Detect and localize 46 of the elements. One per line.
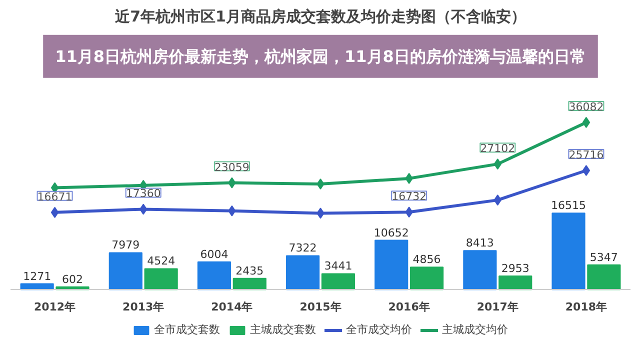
bar [410, 266, 444, 290]
data-label: 1271 [23, 270, 52, 283]
legend-label: 主城成交套数 [250, 322, 316, 337]
data-label: 2435 [236, 264, 264, 278]
text: 11月8日杭州房价最新走势，杭州家园，11月8日的房价涟漪与温馨的日常 [55, 46, 586, 66]
bar [321, 273, 356, 290]
bar [374, 240, 408, 290]
data-label: 4524 [147, 254, 176, 268]
data-label: 4856 [412, 253, 441, 266]
x-tick-label: 2015年 [300, 300, 342, 314]
bar [197, 261, 232, 290]
x-tick-label: 2014年 [211, 300, 253, 314]
x-tick-label: 2017年 [476, 300, 518, 314]
data-label: 10652 [374, 226, 409, 240]
bar [463, 250, 497, 290]
data-label: 2953 [501, 262, 530, 275]
data-label: 36082 [568, 100, 604, 114]
data-label: 16671 [37, 190, 72, 204]
chart-title: 近7年杭州市区1月商品房成交套数及均价走势图（不含临安） [114, 8, 526, 26]
x-tick-label: 2012年 [34, 300, 76, 314]
data-label: 3441 [324, 260, 352, 273]
legend-label: 全市成交均价 [346, 322, 412, 337]
data-label: 7322 [288, 242, 317, 255]
x-tick-label: 2018年 [565, 300, 608, 314]
bar [552, 212, 586, 290]
bar [144, 268, 178, 290]
point [582, 165, 590, 176]
bar [286, 255, 320, 290]
x-tick-label: 2013年 [122, 300, 164, 314]
data-label: 7979 [112, 238, 140, 252]
data-label: 5347 [590, 250, 618, 264]
data-label: 602 [62, 272, 83, 286]
data-label: 25716 [568, 148, 604, 162]
point [582, 116, 590, 128]
data-label: 8413 [466, 236, 494, 250]
data-label: 6004 [200, 248, 228, 261]
legend-label: 主城成交均价 [442, 322, 508, 337]
bar [587, 264, 621, 290]
bar [108, 252, 142, 290]
point [50, 206, 59, 218]
data-label: 17360 [126, 187, 161, 200]
bar [498, 275, 532, 290]
x-tick-label: 2016年 [388, 300, 430, 314]
data-label: 23059 [214, 160, 250, 174]
data-label: 16515 [551, 199, 586, 212]
legend-label: 全市成交套数 [154, 322, 220, 337]
